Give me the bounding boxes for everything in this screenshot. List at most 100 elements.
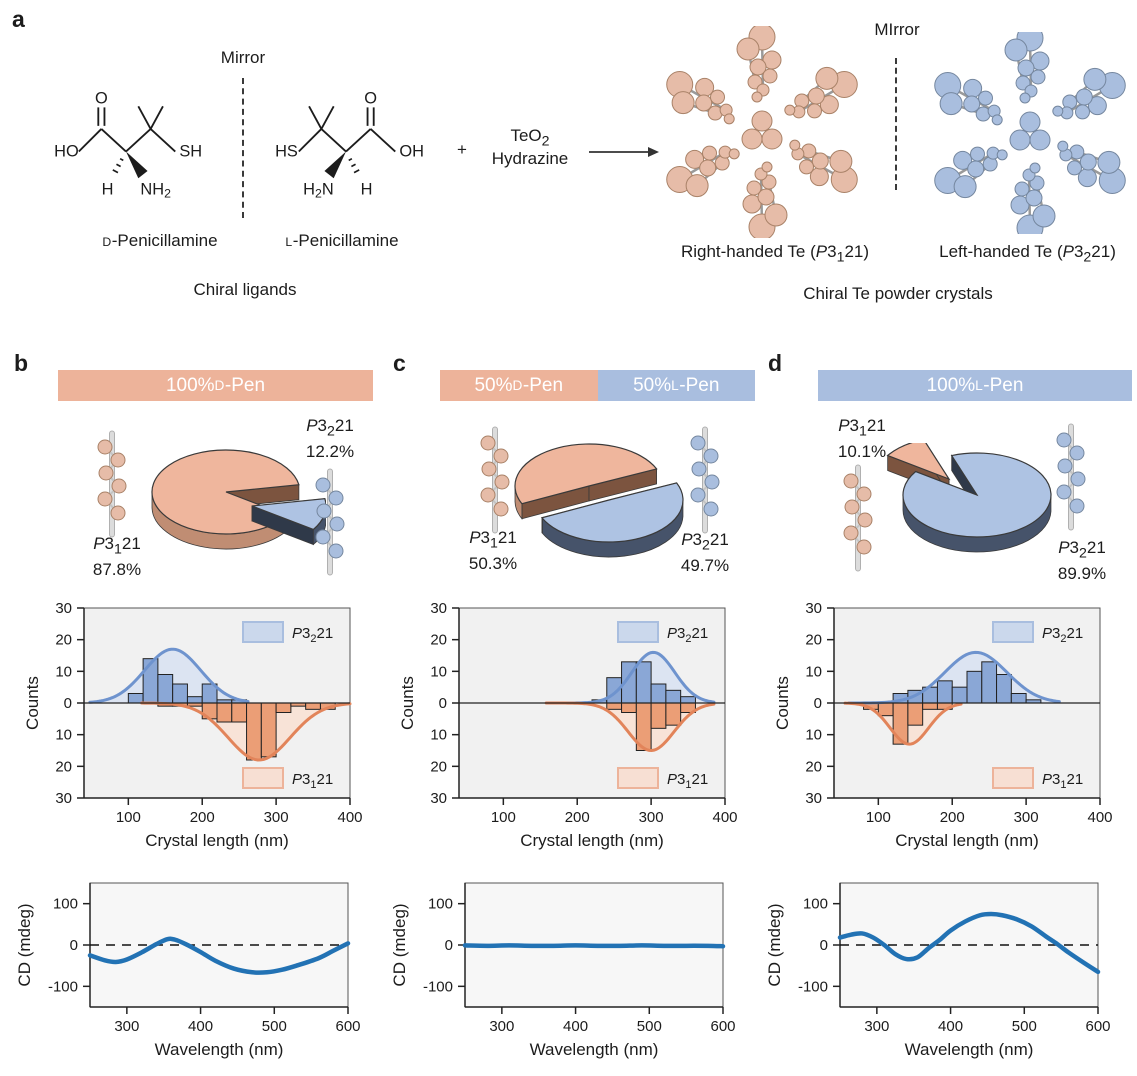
mirror-divider-left (242, 78, 244, 218)
mirror-label-left: Mirror (220, 48, 266, 67)
svg-text:CD (mdeg): CD (mdeg) (390, 903, 409, 986)
svg-text:O: O (95, 92, 108, 107)
svg-text:30: 30 (430, 790, 447, 807)
svg-text:CD (mdeg): CD (mdeg) (765, 903, 784, 986)
pie-slice-label-left: P3121 87.8% (92, 534, 142, 580)
svg-text:400: 400 (712, 809, 737, 826)
d-penicillamine-label: D-Penicillamine (102, 231, 218, 250)
cd-spectrum-c: 100 0 -100 300 400 500 600 CD (mdeg) Wavelength … (390, 882, 736, 1059)
condition-header-segment: 100% L -Pen (818, 370, 1132, 401)
svg-text:500: 500 (262, 1018, 287, 1035)
panel-b: b 100% D -Pen P3121 87.8% P3221 12.2% 30 20 1… (0, 345, 387, 1076)
mirror-label-right: MIrror (874, 20, 920, 39)
te-helix-icon-blue (315, 468, 345, 576)
condition-header-c: 50% D -Pen 50% L -Pen (440, 370, 755, 401)
svg-text:600: 600 (710, 1018, 735, 1035)
molecule-l-penicillamine: HS O OH H H2N (275, 92, 424, 201)
svg-text:0: 0 (64, 695, 72, 712)
panel-letter-c: c (393, 350, 406, 376)
pie-chart-d (886, 443, 1052, 553)
svg-text:0: 0 (445, 937, 453, 954)
svg-text:-100: -100 (423, 978, 453, 995)
svg-text:CD (mdeg): CD (mdeg) (15, 903, 34, 986)
mirror-divider-right (895, 58, 897, 190)
pie-slice-label-right: P3221 12.2% (305, 416, 355, 462)
svg-text:10: 10 (430, 663, 447, 680)
svg-text:-100: -100 (798, 978, 828, 995)
svg-text:100: 100 (803, 896, 828, 913)
svg-text:P3221: P3221 (667, 625, 708, 645)
svg-text:300: 300 (864, 1018, 889, 1035)
svg-text:SH: SH (179, 143, 202, 161)
svg-text:Counts: Counts (398, 676, 417, 730)
svg-text:Wavelength (nm): Wavelength (nm) (905, 1040, 1034, 1059)
svg-text:500: 500 (1012, 1018, 1037, 1035)
reaction-arrow (589, 147, 659, 157)
svg-text:20: 20 (805, 632, 822, 649)
svg-text:100: 100 (491, 809, 516, 826)
svg-text:10: 10 (55, 727, 72, 744)
left-crystal-caption: Left-handed Te (P3221) (939, 242, 1116, 266)
panel-c: c 50% D -Pen 50% L -Pen P3121 50.3% P3221 49.… (375, 345, 762, 1076)
svg-text:Crystal length (nm): Crystal length (nm) (895, 831, 1039, 850)
svg-text:P3221: P3221 (292, 625, 333, 645)
svg-text:100: 100 (428, 896, 453, 913)
pie-slice-label-left: P3121 50.3% (468, 528, 518, 574)
te-helix-icon-salmon (480, 426, 510, 534)
svg-text:OH: OH (399, 143, 424, 161)
panel-a: a Mirror HO O SH H NH2 D-Penicillamine HS O OH… (0, 0, 1137, 345)
svg-text:Wavelength (nm): Wavelength (nm) (155, 1040, 284, 1059)
svg-text:100: 100 (866, 809, 891, 826)
panel-letter-a: a (12, 6, 25, 32)
svg-text:300: 300 (639, 809, 664, 826)
svg-text:P3121: P3121 (292, 771, 333, 791)
pie-slice-label-left: P3121 10.1% (837, 416, 887, 462)
svg-text:600: 600 (1085, 1018, 1110, 1035)
molecule-d-penicillamine: HO O SH H NH2 (54, 92, 202, 201)
pie-chart-b (151, 449, 326, 550)
te-helix-icon-blue (1056, 423, 1086, 531)
condition-header-d: 100% L -Pen (818, 370, 1132, 401)
svg-text:20: 20 (55, 758, 72, 775)
svg-text:H: H (361, 181, 373, 199)
svg-text:20: 20 (55, 632, 72, 649)
svg-text:20: 20 (430, 758, 447, 775)
svg-text:400: 400 (563, 1018, 588, 1035)
svg-text:Counts: Counts (23, 676, 42, 730)
svg-text:200: 200 (940, 809, 965, 826)
svg-text:10: 10 (55, 663, 72, 680)
svg-text:HO: HO (54, 143, 79, 161)
te-helix-icon-blue (690, 426, 720, 534)
svg-text:100: 100 (53, 896, 78, 913)
svg-text:0: 0 (70, 937, 78, 954)
chiral-te-caption: Chiral Te powder crystals (803, 284, 993, 303)
svg-text:-100: -100 (48, 978, 78, 995)
svg-text:Crystal length (nm): Crystal length (nm) (520, 831, 664, 850)
right-crystal-caption: Right-handed Te (P3121) (680, 242, 870, 266)
svg-text:10: 10 (805, 727, 822, 744)
svg-text:30: 30 (430, 600, 447, 617)
svg-text:Crystal length (nm): Crystal length (nm) (145, 831, 289, 850)
crystal-cluster-right-handed (666, 26, 858, 238)
te-helix-icon-salmon (97, 430, 127, 538)
reaction-plus: + (457, 140, 467, 159)
svg-text:H2N: H2N (303, 181, 334, 201)
reagent-hydrazine: Hydrazine (491, 149, 569, 168)
svg-text:P3121: P3121 (667, 771, 708, 791)
panel-letter-d: d (768, 350, 783, 376)
svg-text:0: 0 (439, 695, 447, 712)
svg-text:300: 300 (114, 1018, 139, 1035)
svg-text:10: 10 (805, 663, 822, 680)
svg-text:300: 300 (264, 809, 289, 826)
svg-text:600: 600 (335, 1018, 360, 1035)
svg-text:O: O (364, 92, 377, 107)
cd-spectrum-b: 100 0 -100 300 400 500 600 CD (mdeg) Wavelength … (15, 882, 361, 1059)
crystal-cluster-left-handed (934, 32, 1126, 234)
svg-text:30: 30 (55, 790, 72, 807)
svg-text:H: H (102, 181, 114, 199)
svg-text:500: 500 (637, 1018, 662, 1035)
